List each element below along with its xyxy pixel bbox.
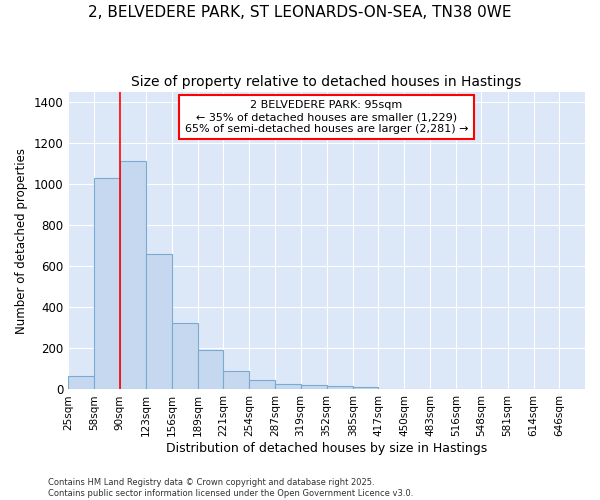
- Y-axis label: Number of detached properties: Number of detached properties: [15, 148, 28, 334]
- Title: Size of property relative to detached houses in Hastings: Size of property relative to detached ho…: [131, 75, 522, 89]
- Text: Contains HM Land Registry data © Crown copyright and database right 2025.
Contai: Contains HM Land Registry data © Crown c…: [48, 478, 413, 498]
- Bar: [119, 162, 146, 390]
- Bar: [353, 388, 378, 390]
- Bar: [94, 178, 119, 390]
- Bar: [275, 384, 301, 390]
- Bar: [223, 371, 249, 390]
- Bar: [172, 322, 198, 390]
- Text: 2 BELVEDERE PARK: 95sqm
← 35% of detached houses are smaller (1,229)
65% of semi: 2 BELVEDERE PARK: 95sqm ← 35% of detache…: [185, 100, 469, 134]
- Bar: [146, 254, 172, 390]
- Bar: [301, 386, 326, 390]
- Bar: [326, 386, 353, 390]
- Text: 2, BELVEDERE PARK, ST LEONARDS-ON-SEA, TN38 0WE: 2, BELVEDERE PARK, ST LEONARDS-ON-SEA, T…: [88, 5, 512, 20]
- Bar: [68, 376, 94, 390]
- Bar: [249, 380, 275, 390]
- Bar: [198, 350, 223, 390]
- X-axis label: Distribution of detached houses by size in Hastings: Distribution of detached houses by size …: [166, 442, 487, 455]
